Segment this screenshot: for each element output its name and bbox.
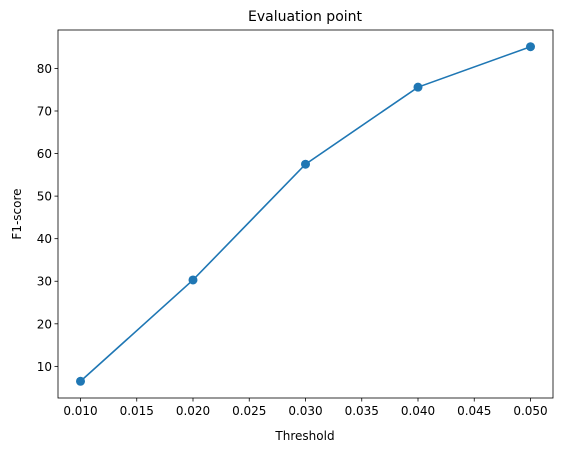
plot-area-frame bbox=[57, 29, 554, 399]
x-tick-label: 0.025 bbox=[232, 404, 266, 418]
x-axis-label: Threshold bbox=[274, 429, 334, 443]
y-tick-label: 20 bbox=[37, 317, 52, 331]
y-tick-label: 60 bbox=[37, 147, 52, 161]
y-tick-label: 10 bbox=[37, 360, 52, 374]
series-layer bbox=[76, 42, 535, 386]
data-point bbox=[301, 159, 310, 169]
data-point bbox=[413, 82, 423, 92]
x-tick-label: 0.045 bbox=[457, 404, 491, 418]
y-tick-label: 30 bbox=[37, 275, 52, 289]
data-point bbox=[188, 275, 198, 285]
y-tick-label: 70 bbox=[37, 104, 52, 118]
x-tick-label: 0.030 bbox=[288, 404, 322, 418]
x-axis: 0.010 0.015 0.020 0.025 0.030 0.035 0.040 0.045… bbox=[63, 398, 548, 418]
data-point bbox=[526, 42, 535, 52]
x-tick-label: 0.050 bbox=[513, 404, 547, 418]
y-tick-label: 80 bbox=[37, 62, 52, 76]
data-point bbox=[76, 376, 85, 386]
y-axis: 10 20 30 40 50 60 70 80 bbox=[37, 62, 58, 374]
x-tick-label: 0.010 bbox=[63, 404, 97, 418]
x-tick-label: 0.035 bbox=[345, 404, 379, 418]
x-tick-label: 0.020 bbox=[176, 404, 210, 418]
y-tick-label: 50 bbox=[37, 190, 52, 204]
chart-title: Evaluation point bbox=[248, 9, 363, 25]
x-tick-label: 0.040 bbox=[401, 404, 435, 418]
y-axis-label: F1-score bbox=[10, 188, 24, 239]
series-line bbox=[79, 45, 531, 382]
x-tick-label: 0.015 bbox=[120, 404, 154, 418]
y-tick-label: 40 bbox=[37, 232, 52, 246]
